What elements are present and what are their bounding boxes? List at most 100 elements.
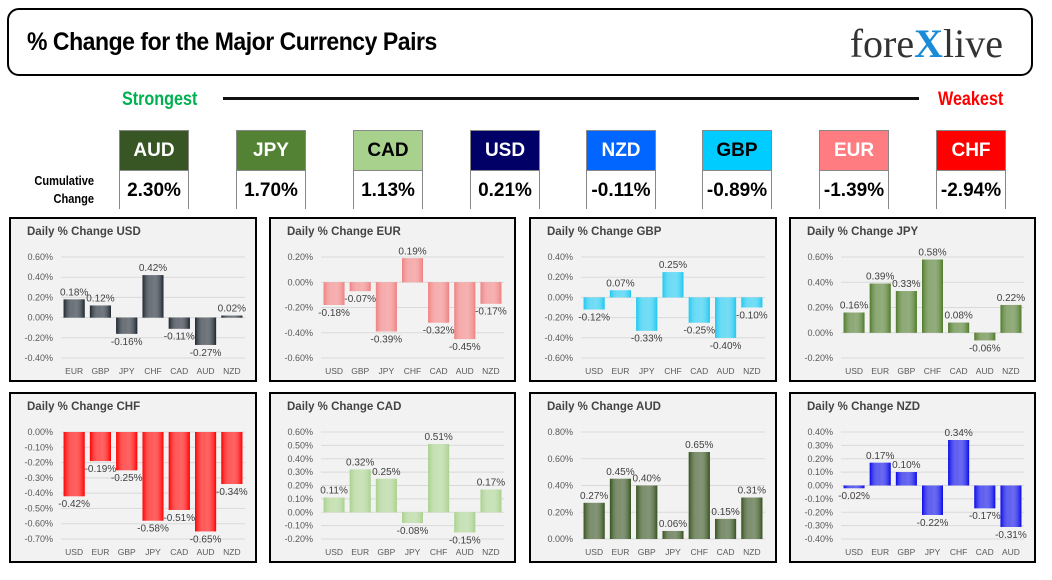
ranking-card-cad: CAD 1.13% [353, 130, 423, 210]
y-tick-label: 0.00% [287, 277, 313, 287]
data-label: 0.39% [866, 272, 894, 283]
chart-usd: -0.40% -0.20% 0.00% 0.20% 0.40% 0.60% 0.18% EUR… [9, 217, 257, 382]
chart-title: Daily % Change EUR [287, 226, 401, 238]
data-label: 0.32% [346, 457, 374, 468]
cumulative-value: 1.70% [237, 171, 305, 210]
x-tick-label: USD [585, 547, 603, 557]
x-tick-label: AUD [456, 547, 474, 557]
chart-cad: -0.20% -0.10% 0.00% 0.10% 0.20% 0.30% 0.40% 0.5… [269, 392, 516, 563]
x-tick-label: JPY [119, 366, 135, 376]
y-tick-label: -0.20% [24, 333, 53, 343]
y-tick-label: 0.40% [807, 277, 833, 287]
data-label: -0.11% [164, 332, 195, 343]
bar-shade [375, 282, 397, 332]
ranking-card-usd: USD 0.21% [470, 130, 540, 210]
bar-shade [402, 512, 423, 523]
bar-shade [948, 440, 970, 486]
y-tick-label: -0.60% [24, 519, 53, 529]
bar-shade [843, 312, 865, 333]
y-tick-label: -0.20% [284, 534, 313, 544]
y-tick-label: 0.40% [547, 252, 573, 262]
y-tick-label: -0.20% [804, 353, 833, 363]
y-tick-label: -0.30% [804, 521, 833, 531]
x-tick-label: EUR [871, 366, 889, 376]
bar-shade [895, 291, 917, 333]
data-label: -0.22% [917, 518, 949, 529]
bar-chart: -0.20% 0.00% 0.20% 0.40% 0.60% 0.16% USD 0.39% E… [804, 248, 1025, 376]
x-tick-label: CHF [691, 547, 708, 557]
weakest-label: Weakest [938, 89, 1004, 110]
y-tick-label: 0.10% [807, 467, 833, 477]
x-tick-label: JPY [405, 547, 421, 557]
x-tick-label: USD [585, 366, 603, 376]
cumulative-change-label: Cumulative Change [26, 172, 94, 208]
bar-shade [63, 432, 85, 497]
data-label: -0.45% [449, 342, 481, 353]
y-tick-label: 0.60% [807, 252, 833, 262]
x-tick-label: CHF [664, 366, 681, 376]
data-label: 0.65% [685, 440, 713, 451]
strength-divider [223, 97, 919, 100]
x-tick-label: AUD [717, 366, 735, 376]
y-tick-label: -0.40% [284, 328, 313, 338]
y-tick-label: 0.20% [547, 507, 573, 517]
x-tick-label: NZD [1002, 366, 1019, 376]
currency-name: CHF [937, 131, 1005, 171]
y-tick-label: -0.40% [804, 534, 833, 544]
y-tick-label: -0.10% [284, 521, 313, 531]
page-title: % Change for the Major Currency Pairs [27, 28, 437, 56]
x-tick-label: CAD [976, 547, 994, 557]
bar-shade [869, 462, 891, 486]
bar-shade [974, 332, 996, 341]
bar-shade [922, 485, 943, 515]
ranking-card-gbp: GBP -0.89% [702, 130, 772, 210]
x-tick-label: GBP [351, 366, 369, 376]
x-tick-label: EUR [611, 366, 629, 376]
chart-title: Daily % Change JPY [807, 226, 919, 238]
data-label: 0.07% [606, 278, 634, 289]
chart-title: Daily % Change NZD [807, 401, 921, 413]
x-tick-label: CHF [144, 366, 161, 376]
y-tick-label: 0.60% [27, 252, 53, 262]
x-tick-label: EUR [351, 547, 369, 557]
bar-shade [609, 478, 631, 539]
y-tick-label: -0.10% [804, 494, 833, 504]
bar-chart: 0.00% 0.20% 0.40% 0.60% 0.80% 0.27% USD 0.45% EU… [547, 427, 766, 557]
data-label: 0.17% [866, 451, 894, 462]
chart-aud: 0.00% 0.20% 0.40% 0.60% 0.80% 0.27% USD 0.45% EU… [529, 392, 777, 563]
x-tick-label: CHF [404, 366, 421, 376]
y-tick-label: -0.40% [24, 353, 53, 363]
x-tick-label: AUD [197, 366, 215, 376]
bar-shade [715, 297, 737, 338]
data-label: -0.07% [344, 294, 376, 305]
x-tick-label: NZD [482, 366, 499, 376]
data-label: 0.45% [606, 467, 634, 478]
data-label: -0.16% [111, 337, 143, 348]
bar-shade [636, 297, 658, 331]
currency-name: EUR [820, 131, 888, 171]
x-tick-label: GBP [897, 547, 915, 557]
data-label: 0.31% [738, 486, 766, 497]
cumulative-label-line2: Change [53, 191, 94, 206]
data-label: -0.31% [995, 530, 1027, 541]
currency-name: JPY [237, 131, 305, 171]
x-tick-label: GBP [377, 547, 395, 557]
x-tick-label: JPY [379, 366, 395, 376]
cumulative-value: 2.30% [120, 171, 188, 210]
bar-chart: -0.40% -0.20% 0.00% 0.20% 0.40% 0.60% 0.18% EUR… [24, 252, 246, 376]
ranking-card-jpy: JPY 1.70% [236, 130, 306, 210]
currency-name: AUD [120, 131, 188, 171]
y-tick-label: 0.00% [27, 427, 53, 437]
y-tick-label: -0.20% [804, 507, 833, 517]
cumulative-value: 0.21% [471, 171, 539, 210]
y-tick-label: 0.00% [807, 328, 833, 338]
bar-shade [922, 259, 943, 333]
bar-shade [221, 315, 243, 318]
x-tick-label: AUD [456, 366, 474, 376]
data-label: 0.08% [944, 311, 972, 322]
y-tick-label: 0.60% [287, 427, 313, 437]
y-tick-label: 0.60% [547, 454, 573, 464]
forexlive-logo: foreXlive [849, 21, 1003, 66]
x-tick-label: JPY [925, 547, 941, 557]
x-tick-label: CAD [950, 366, 968, 376]
